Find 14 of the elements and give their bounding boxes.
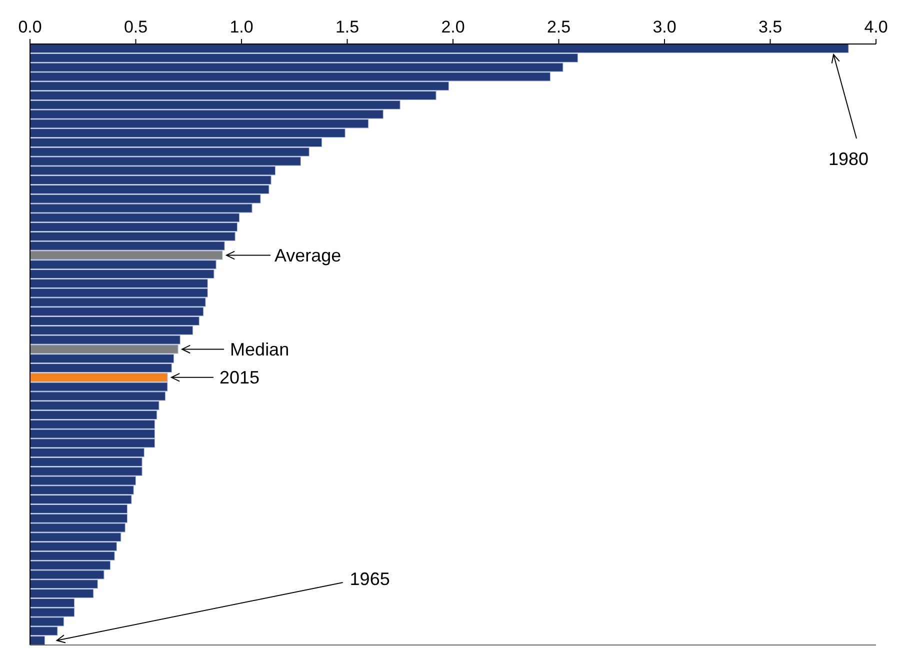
x-tick-label: 2.0 — [441, 18, 465, 37]
x-tick-label: 0.0 — [18, 18, 42, 37]
annotation: 1980 — [828, 148, 869, 169]
annotation: 1965 — [350, 568, 390, 589]
x-tick-label: 0.5 — [124, 18, 148, 37]
x-tick-label: 1.0 — [230, 18, 254, 37]
annotation: Median — [230, 340, 290, 360]
x-tick-label: 3.0 — [652, 18, 676, 37]
x-tick-label: 3.5 — [758, 18, 782, 37]
x-tick-label: 2.5 — [546, 18, 571, 37]
x-tick-label: 4.0 — [864, 18, 888, 37]
x-tick-label: 1.5 — [335, 18, 360, 37]
annotation: 2015 — [219, 368, 260, 388]
annotation: Average — [274, 246, 342, 266]
